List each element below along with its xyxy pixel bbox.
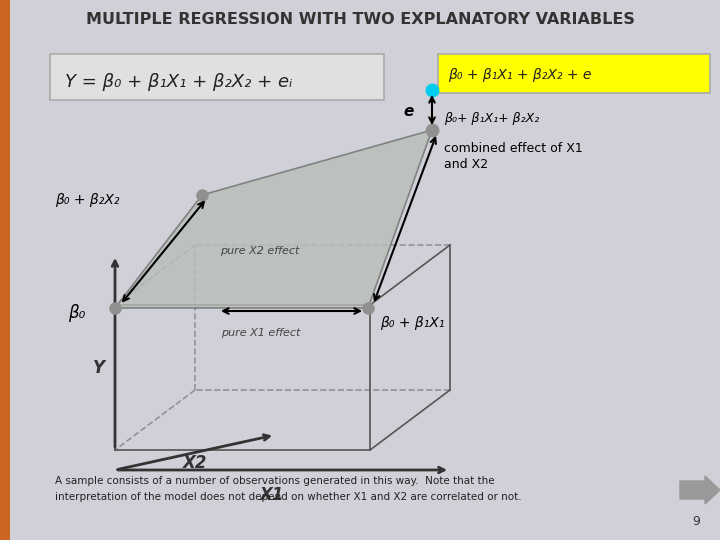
FancyArrow shape	[680, 476, 720, 504]
FancyBboxPatch shape	[438, 54, 710, 93]
Polygon shape	[115, 130, 432, 308]
Text: and X2: and X2	[444, 158, 488, 171]
Text: 9: 9	[692, 515, 700, 528]
Text: MULTIPLE REGRESSION WITH TWO EXPLANATORY VARIABLES: MULTIPLE REGRESSION WITH TWO EXPLANATORY…	[86, 12, 634, 28]
Bar	[0, 0, 10, 540]
Text: e: e	[404, 105, 414, 119]
Text: β₀ + β₂X₂: β₀ + β₂X₂	[55, 193, 120, 207]
Text: β₀: β₀	[68, 304, 85, 322]
Text: β₀ + β₁X₁: β₀ + β₁X₁	[380, 316, 444, 330]
FancyBboxPatch shape	[50, 54, 384, 100]
Text: β₀ + β₁X₁ + β₂X₂ + e: β₀ + β₁X₁ + β₂X₂ + e	[448, 68, 591, 82]
Text: Y = β₀ + β₁X₁ + β₂X₂ + eᵢ: Y = β₀ + β₁X₁ + β₂X₂ + eᵢ	[65, 73, 292, 91]
Text: X2: X2	[183, 454, 207, 472]
Text: combined effect of X1: combined effect of X1	[444, 142, 582, 155]
Text: Y: Y	[93, 359, 105, 377]
Text: X1: X1	[260, 486, 284, 504]
Text: pure X1 effect: pure X1 effect	[221, 328, 300, 338]
Text: interpretation of the model does not depend on whether X1 and X2 are correlated : interpretation of the model does not dep…	[55, 492, 521, 502]
Text: pure X2 effect: pure X2 effect	[220, 246, 300, 256]
Text: A sample consists of a number of observations generated in this way.  Note that : A sample consists of a number of observa…	[55, 476, 495, 486]
Text: β₀+ β₁X₁+ β₂X₂: β₀+ β₁X₁+ β₂X₂	[444, 112, 539, 125]
